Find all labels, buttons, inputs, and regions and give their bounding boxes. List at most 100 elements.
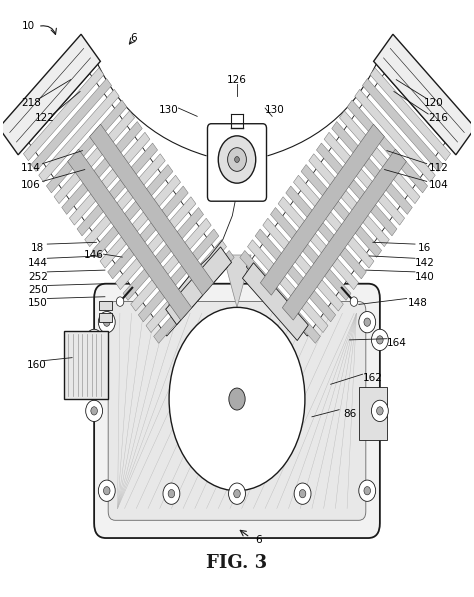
Text: 86: 86 bbox=[343, 409, 356, 419]
Circle shape bbox=[91, 407, 97, 415]
Polygon shape bbox=[363, 79, 443, 171]
Circle shape bbox=[377, 407, 383, 415]
Polygon shape bbox=[247, 240, 328, 333]
Polygon shape bbox=[317, 143, 397, 236]
Polygon shape bbox=[347, 100, 428, 193]
Ellipse shape bbox=[169, 307, 305, 491]
Circle shape bbox=[372, 400, 388, 421]
Text: 140: 140 bbox=[414, 272, 434, 282]
Polygon shape bbox=[123, 208, 203, 300]
Polygon shape bbox=[374, 34, 474, 155]
Text: 160: 160 bbox=[27, 360, 46, 370]
Circle shape bbox=[103, 487, 110, 495]
Circle shape bbox=[98, 480, 115, 501]
Text: 150: 150 bbox=[28, 298, 48, 307]
Polygon shape bbox=[293, 176, 374, 268]
Text: 10: 10 bbox=[22, 21, 35, 32]
Circle shape bbox=[228, 147, 246, 171]
Polygon shape bbox=[246, 73, 445, 336]
Text: 130: 130 bbox=[264, 106, 284, 115]
Polygon shape bbox=[23, 68, 104, 161]
Polygon shape bbox=[0, 34, 100, 155]
Polygon shape bbox=[324, 133, 405, 225]
Circle shape bbox=[228, 483, 246, 504]
Circle shape bbox=[350, 297, 358, 306]
Circle shape bbox=[168, 490, 175, 498]
Polygon shape bbox=[39, 90, 119, 182]
Polygon shape bbox=[146, 240, 227, 333]
Polygon shape bbox=[108, 186, 188, 279]
Polygon shape bbox=[29, 73, 228, 336]
Text: 104: 104 bbox=[428, 180, 448, 190]
Circle shape bbox=[364, 487, 371, 495]
Polygon shape bbox=[286, 186, 366, 279]
Text: 18: 18 bbox=[31, 243, 45, 253]
Text: 16: 16 bbox=[418, 243, 431, 253]
Text: 6: 6 bbox=[131, 33, 137, 43]
Circle shape bbox=[116, 297, 124, 306]
Text: 122: 122 bbox=[35, 113, 55, 123]
Circle shape bbox=[377, 336, 383, 344]
Polygon shape bbox=[278, 197, 359, 290]
Text: FIG. 3: FIG. 3 bbox=[207, 555, 267, 573]
Polygon shape bbox=[31, 79, 111, 171]
Polygon shape bbox=[223, 255, 251, 307]
Text: 130: 130 bbox=[159, 106, 179, 115]
Circle shape bbox=[86, 330, 102, 350]
Circle shape bbox=[98, 312, 115, 333]
Polygon shape bbox=[359, 387, 387, 441]
Circle shape bbox=[91, 336, 97, 344]
FancyBboxPatch shape bbox=[108, 301, 366, 521]
Text: 164: 164 bbox=[386, 338, 406, 348]
Text: 6: 6 bbox=[255, 535, 261, 545]
Polygon shape bbox=[54, 111, 135, 204]
Text: 114: 114 bbox=[21, 164, 41, 173]
Text: 252: 252 bbox=[28, 272, 48, 282]
Polygon shape bbox=[62, 122, 142, 214]
Circle shape bbox=[235, 156, 239, 162]
Bar bbox=[99, 301, 112, 310]
Polygon shape bbox=[68, 149, 191, 320]
Polygon shape bbox=[332, 122, 412, 214]
Polygon shape bbox=[309, 154, 389, 247]
Text: 250: 250 bbox=[28, 285, 48, 295]
FancyBboxPatch shape bbox=[94, 284, 380, 538]
Text: 144: 144 bbox=[28, 258, 48, 268]
Circle shape bbox=[234, 490, 240, 498]
Bar bbox=[64, 331, 108, 399]
Polygon shape bbox=[166, 247, 232, 325]
Text: 146: 146 bbox=[84, 250, 104, 260]
Polygon shape bbox=[154, 251, 234, 343]
Polygon shape bbox=[131, 219, 211, 311]
Polygon shape bbox=[92, 165, 173, 257]
Polygon shape bbox=[115, 197, 196, 290]
Text: 112: 112 bbox=[428, 164, 448, 173]
Polygon shape bbox=[263, 219, 343, 311]
Bar bbox=[99, 313, 112, 322]
Polygon shape bbox=[301, 165, 382, 257]
Text: 142: 142 bbox=[414, 258, 434, 268]
Polygon shape bbox=[100, 176, 181, 268]
Polygon shape bbox=[46, 100, 127, 193]
Circle shape bbox=[86, 400, 102, 421]
Circle shape bbox=[103, 318, 110, 327]
Polygon shape bbox=[283, 149, 406, 320]
Circle shape bbox=[359, 480, 376, 501]
Polygon shape bbox=[339, 111, 420, 204]
Circle shape bbox=[294, 483, 311, 504]
Circle shape bbox=[364, 318, 371, 327]
Text: 126: 126 bbox=[227, 75, 247, 85]
Ellipse shape bbox=[229, 388, 245, 410]
Polygon shape bbox=[271, 208, 351, 300]
FancyBboxPatch shape bbox=[208, 124, 266, 201]
Text: 216: 216 bbox=[428, 113, 448, 123]
Circle shape bbox=[218, 136, 256, 183]
Polygon shape bbox=[355, 90, 435, 182]
Polygon shape bbox=[69, 133, 150, 225]
Text: 120: 120 bbox=[424, 99, 444, 108]
Polygon shape bbox=[138, 229, 219, 322]
Polygon shape bbox=[90, 124, 214, 296]
Polygon shape bbox=[77, 143, 157, 236]
Text: 148: 148 bbox=[408, 298, 427, 307]
Text: 106: 106 bbox=[21, 180, 41, 190]
